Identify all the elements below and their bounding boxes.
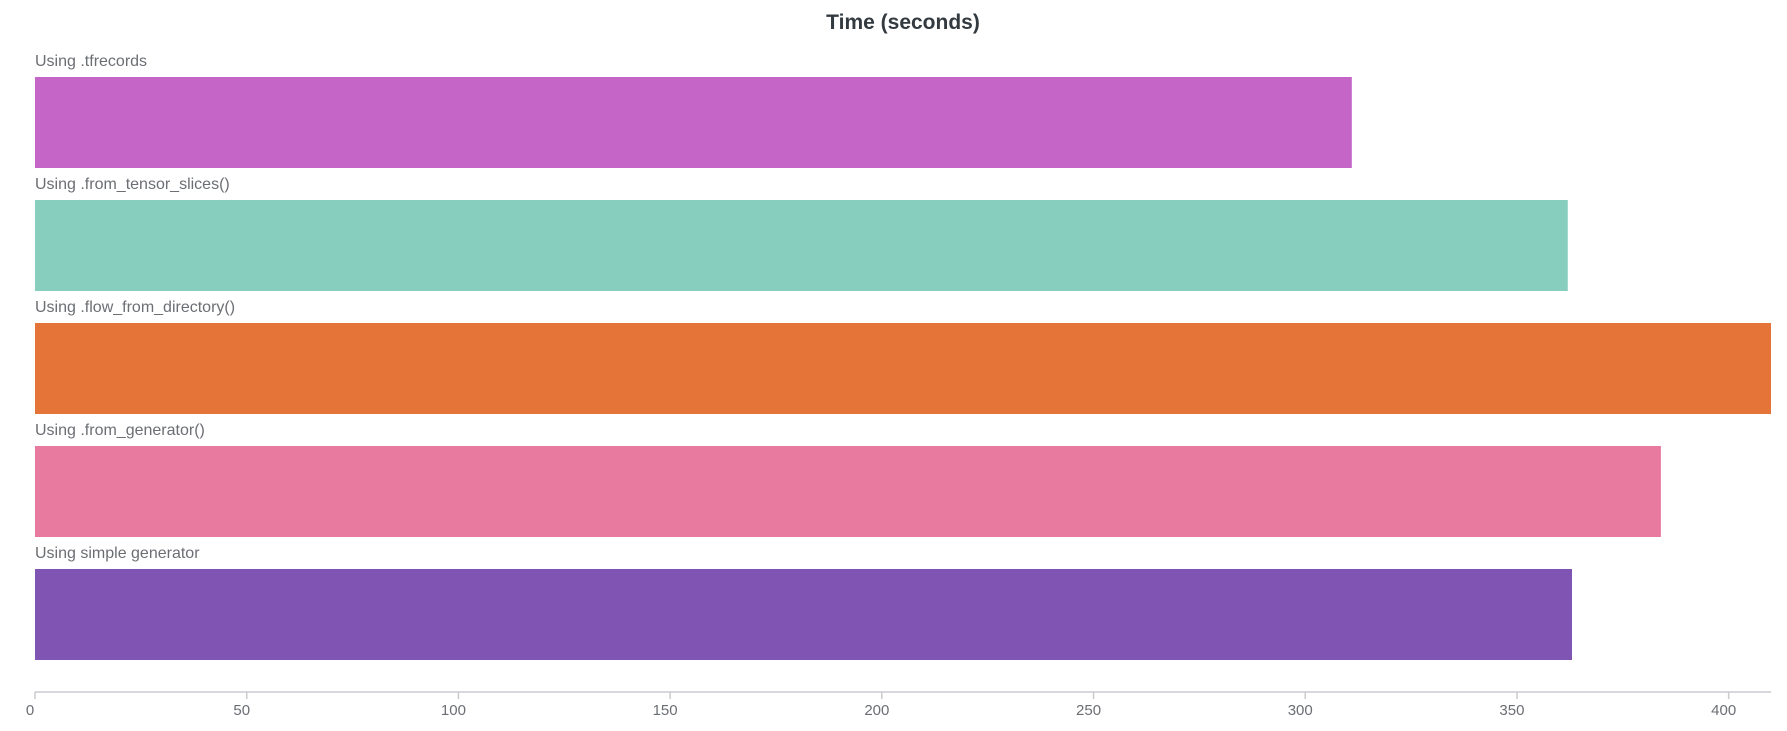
bar-label: Using .from_generator() — [35, 422, 205, 439]
x-tick-label: 0 — [26, 702, 34, 719]
x-tick-label: 250 — [1076, 702, 1101, 719]
bar-label: Using .tfrecords — [35, 53, 147, 70]
bar — [35, 323, 1771, 414]
x-tick-label: 300 — [1288, 702, 1313, 719]
x-tick-label: 50 — [233, 702, 250, 719]
bar-label: Using .from_tensor_slices() — [35, 176, 230, 193]
x-tick-label: 350 — [1499, 702, 1524, 719]
bar — [35, 446, 1661, 537]
x-tick-label: 200 — [864, 702, 889, 719]
bars-layer: Using .tfrecords Using .from_tensor_slice… — [35, 53, 1771, 660]
bar — [35, 200, 1568, 291]
bar — [35, 77, 1352, 168]
x-axis: 0 50 100 150 200 250 300 350 400 — [26, 691, 1771, 719]
bar — [35, 569, 1572, 660]
bar-label: Using .flow_from_directory() — [35, 299, 235, 316]
chart-title: Time (seconds) — [826, 11, 980, 34]
x-tick-label: 100 — [441, 702, 466, 719]
x-tick-label: 150 — [653, 702, 678, 719]
bar-label: Using simple generator — [35, 545, 200, 562]
x-tick-label: 400 — [1711, 702, 1736, 719]
